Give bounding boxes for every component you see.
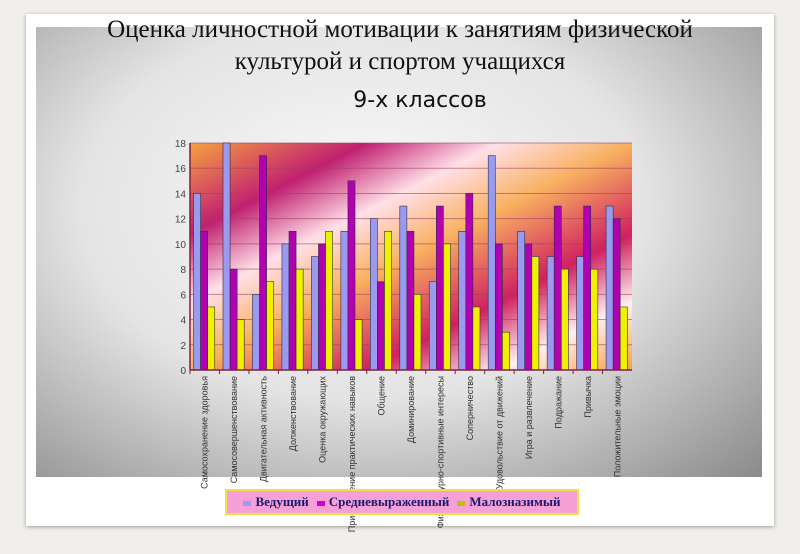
bar-0-3: [281, 243, 290, 371]
bar-2-5: [354, 319, 363, 371]
x-tick-label: Доминирование: [406, 376, 416, 443]
bar-0-0: [193, 193, 201, 371]
bar-1-4: [318, 243, 326, 371]
x-tick-label: Приобретение практических навыков: [347, 376, 357, 532]
bar-1-6: [377, 281, 385, 371]
bar-2-4: [325, 230, 333, 371]
legend-item-2: Малозназимый: [457, 494, 561, 510]
x-tick-label: Подражание: [553, 376, 563, 429]
x-tick-label: Двигательная активность: [259, 376, 269, 482]
bar-0-5: [340, 230, 349, 371]
x-tick-label: Соперничество: [465, 376, 475, 440]
x-tick-label: Физкультурно-спортивные интересы: [435, 376, 445, 528]
bar-2-8: [443, 243, 451, 371]
bar-2-3: [295, 268, 304, 371]
bar-2-2: [266, 281, 274, 371]
bar-1-9: [465, 193, 474, 371]
y-tick-label: 8: [180, 265, 186, 276]
bar-0-12: [546, 256, 555, 371]
x-tick-label: Удовольствие от движений: [494, 376, 504, 489]
bar-2-14: [619, 306, 628, 371]
bar-1-11: [524, 243, 533, 371]
y-tick-label: 6: [180, 290, 186, 301]
x-tick-label: Общение: [377, 376, 387, 415]
x-tick-label: Привычка: [583, 376, 593, 418]
bar-0-9: [458, 230, 467, 371]
chart-title: Оценка личностной мотивации к занятиям ф…: [107, 16, 693, 75]
bar-2-13: [590, 268, 599, 371]
bar-1-10: [494, 243, 503, 371]
bar-2-7: [413, 294, 422, 371]
y-tick-label: 4: [180, 316, 186, 327]
bar-2-10: [502, 331, 510, 371]
bar-0-6: [370, 218, 378, 371]
bar-0-10: [487, 155, 496, 371]
y-tick-label: 2: [180, 341, 186, 352]
bar-1-14: [612, 218, 621, 371]
y-tick-label: 12: [175, 215, 187, 226]
y-tick-label: 0: [180, 366, 186, 377]
bar-0-2: [252, 294, 260, 371]
bar-0-11: [517, 230, 526, 371]
x-tick-label: Игра и развлечение: [524, 376, 534, 459]
legend-item-1: Средневыраженный: [316, 494, 449, 510]
bar-0-1: [222, 142, 231, 371]
bar-2-12: [560, 268, 569, 371]
y-tick-label: 10: [175, 240, 187, 251]
bar-1-2: [259, 155, 267, 371]
x-tick-label: Оценка окружающих: [318, 376, 328, 463]
legend: Ведущий Средневыраженный Малозназимый: [225, 489, 579, 515]
bar-1-13: [583, 205, 592, 371]
x-tick-label: Долженствование: [288, 376, 298, 451]
y-tick-label: 18: [175, 139, 187, 150]
x-tick-label: Положительные эмоции: [612, 376, 622, 477]
bar-2-11: [531, 256, 540, 371]
x-tick-label: Самосовершенствование: [229, 376, 239, 483]
bar-2-6: [384, 230, 392, 371]
bar-0-4: [311, 256, 319, 371]
x-tick-label: Самосохранение здоровья: [200, 376, 210, 489]
bar-1-3: [288, 230, 297, 371]
bar-0-14: [605, 205, 614, 371]
bar-2-0: [207, 306, 216, 371]
y-tick-label: 14: [175, 189, 187, 200]
bar-1-1: [229, 268, 238, 371]
bar-1-7: [406, 230, 415, 371]
bar-2-9: [472, 306, 481, 371]
bar-1-12: [553, 205, 562, 371]
chart-subtitle: 9-х классов: [353, 88, 487, 113]
bar-0-8: [428, 281, 437, 371]
bar-1-5: [347, 180, 356, 371]
bar-0-7: [399, 205, 408, 371]
bar-1-0: [200, 230, 208, 371]
bar-1-8: [436, 205, 444, 371]
bar-0-13: [576, 256, 584, 371]
y-tick-label: 16: [175, 164, 187, 175]
legend-item-0: Ведущий: [243, 494, 309, 510]
bar-2-1: [236, 319, 245, 371]
